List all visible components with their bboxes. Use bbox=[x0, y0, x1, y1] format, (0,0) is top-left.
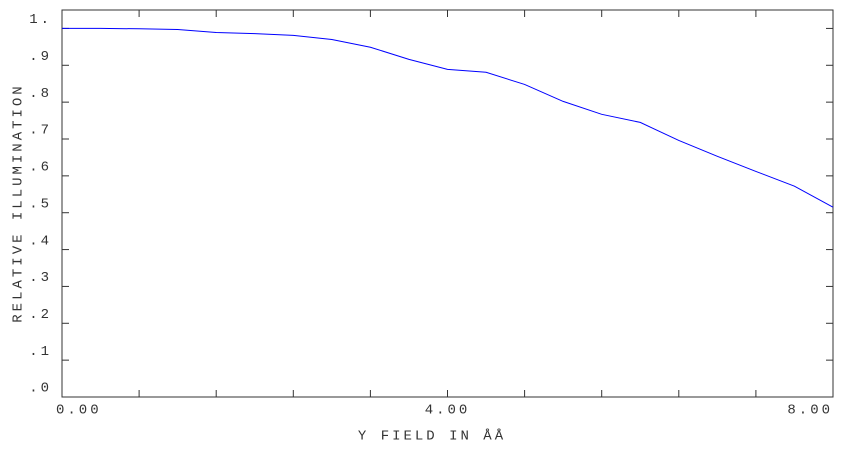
y-tick-label: .2 bbox=[29, 307, 52, 323]
x-axis-label: Y FIELD IN ÅÅ bbox=[358, 428, 506, 445]
y-tick-label: .8 bbox=[29, 86, 52, 102]
x-tick-label: 0.00 bbox=[56, 403, 102, 419]
y-tick-label: .0 bbox=[29, 381, 52, 397]
y-tick-label: 1. bbox=[29, 12, 52, 28]
y-axis-label: RELATIVE ILLUMINATION bbox=[11, 83, 27, 322]
data-line bbox=[62, 27, 834, 208]
x-tick-label: 4.00 bbox=[425, 403, 471, 419]
y-tick-label: .6 bbox=[29, 160, 52, 176]
y-tick-label: .5 bbox=[29, 196, 52, 212]
y-tick-label: .7 bbox=[29, 123, 52, 139]
y-tick-label: .4 bbox=[29, 233, 52, 249]
y-tick-label: .3 bbox=[29, 270, 52, 286]
y-tick-label: .1 bbox=[29, 344, 52, 360]
x-tick-label: 8.00 bbox=[787, 403, 833, 419]
plot-frame bbox=[61, 9, 834, 398]
y-tick-label: .9 bbox=[29, 49, 52, 65]
